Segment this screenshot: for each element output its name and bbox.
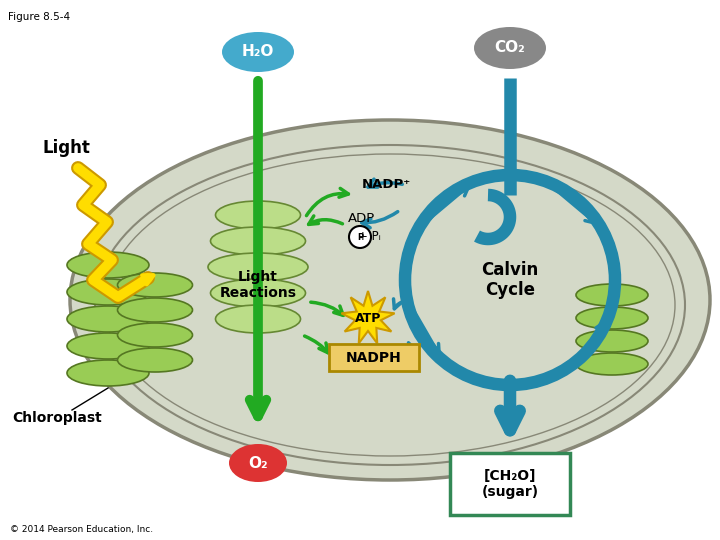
- Text: Light: Light: [42, 139, 90, 157]
- Text: O₂: O₂: [248, 456, 268, 470]
- Ellipse shape: [67, 306, 149, 332]
- Text: Chloroplast: Chloroplast: [12, 411, 102, 425]
- Ellipse shape: [67, 360, 149, 386]
- Ellipse shape: [576, 284, 648, 306]
- Text: NADP⁺: NADP⁺: [362, 179, 411, 192]
- Ellipse shape: [576, 307, 648, 329]
- Text: [CH₂O]
(sugar): [CH₂O] (sugar): [482, 469, 539, 499]
- Ellipse shape: [70, 120, 710, 480]
- Text: Calvin
Cycle: Calvin Cycle: [482, 261, 539, 299]
- Text: Light
Reactions: Light Reactions: [220, 270, 297, 300]
- Ellipse shape: [67, 279, 149, 305]
- Text: + Pᵢ: + Pᵢ: [358, 231, 381, 244]
- Ellipse shape: [117, 273, 192, 297]
- Ellipse shape: [210, 279, 305, 307]
- Ellipse shape: [215, 305, 300, 333]
- Text: ADP: ADP: [348, 212, 375, 225]
- Ellipse shape: [117, 348, 192, 372]
- Ellipse shape: [210, 227, 305, 255]
- Ellipse shape: [576, 353, 648, 375]
- Ellipse shape: [67, 252, 149, 278]
- Text: CO₂: CO₂: [495, 40, 526, 56]
- Text: NADPH: NADPH: [346, 350, 402, 365]
- Ellipse shape: [208, 253, 308, 281]
- Text: H₂O: H₂O: [242, 44, 274, 59]
- Ellipse shape: [222, 32, 294, 72]
- Ellipse shape: [67, 333, 149, 359]
- Ellipse shape: [215, 201, 300, 229]
- FancyBboxPatch shape: [450, 453, 570, 515]
- Ellipse shape: [117, 323, 192, 347]
- Circle shape: [349, 226, 371, 248]
- Text: Figure 8.5-4: Figure 8.5-4: [8, 12, 70, 22]
- Text: © 2014 Pearson Education, Inc.: © 2014 Pearson Education, Inc.: [10, 525, 153, 534]
- Polygon shape: [341, 291, 395, 343]
- Ellipse shape: [229, 444, 287, 482]
- FancyBboxPatch shape: [329, 344, 419, 371]
- Text: P: P: [357, 233, 363, 241]
- Ellipse shape: [576, 330, 648, 352]
- Ellipse shape: [117, 298, 192, 322]
- Text: ATP: ATP: [355, 312, 381, 325]
- Ellipse shape: [474, 27, 546, 69]
